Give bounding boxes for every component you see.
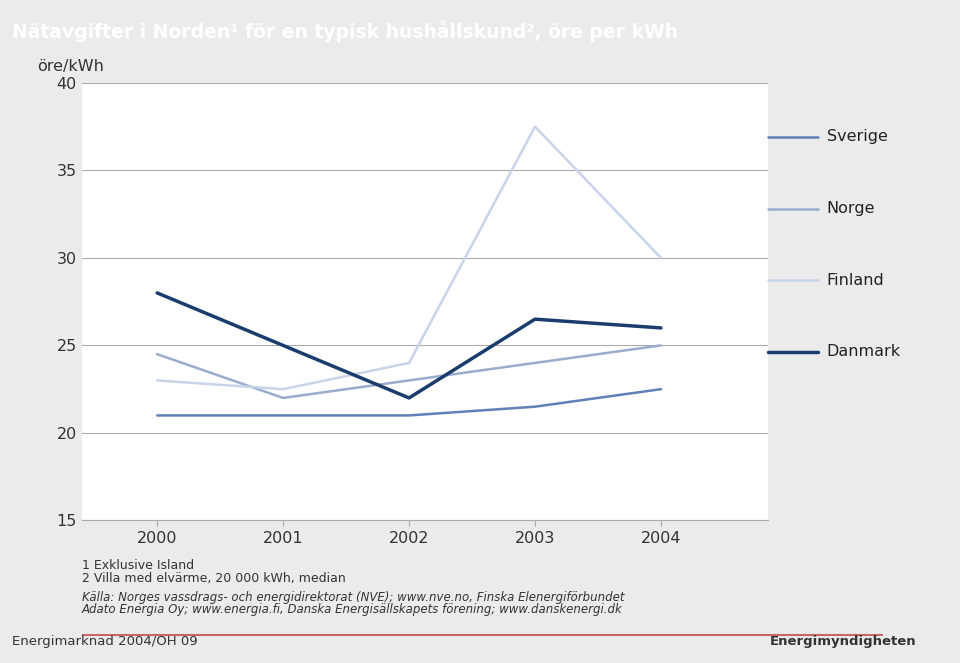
Text: Energimyndigheten: Energimyndigheten: [770, 634, 917, 648]
Text: Norge: Norge: [827, 201, 876, 216]
Text: Källa: Norges vassdrags- och energidirektorat (NVE); www.nve.no, Finska Elenergi: Källa: Norges vassdrags- och energidirek…: [82, 591, 624, 605]
Text: Nätavgifter i Norden¹ för en typisk hushållskund², öre per kWh: Nätavgifter i Norden¹ för en typisk hush…: [12, 21, 679, 42]
Text: Adato Energia Oy; www.energia.fi, Danska Energisällskapets förening; www.dansken: Adato Energia Oy; www.energia.fi, Danska…: [82, 603, 622, 617]
Text: 1 Exklusive Island: 1 Exklusive Island: [82, 559, 194, 572]
Text: Sverige: Sverige: [827, 129, 887, 145]
Text: öre/kWh: öre/kWh: [37, 59, 104, 74]
Text: Finland: Finland: [827, 272, 884, 288]
Text: 2 Villa med elvärme, 20 000 kWh, median: 2 Villa med elvärme, 20 000 kWh, median: [82, 572, 346, 585]
Text: Energimarknad 2004/OH 09: Energimarknad 2004/OH 09: [12, 634, 198, 648]
Text: Danmark: Danmark: [827, 344, 900, 359]
